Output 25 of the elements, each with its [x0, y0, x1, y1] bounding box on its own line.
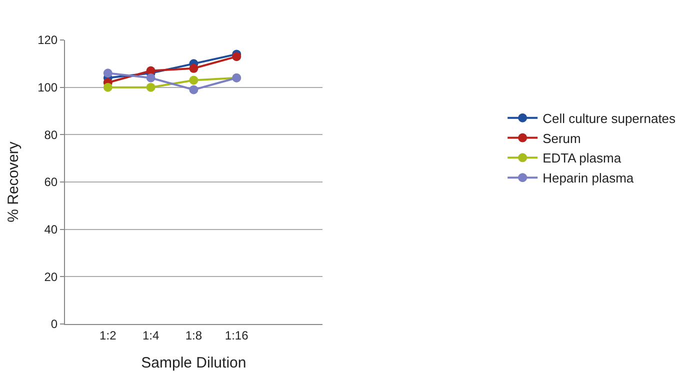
x-tick-label: 1:8: [185, 328, 202, 342]
x-tick-label: 1:16: [224, 328, 249, 342]
point: [232, 52, 242, 62]
point: [146, 82, 156, 92]
y-tick-label: 80: [44, 128, 58, 142]
y-tick-label: 100: [38, 80, 58, 95]
point: [103, 82, 112, 92]
x-tick-label: 1:2: [100, 328, 117, 342]
legend-label: Cell culture supernates: [542, 110, 676, 126]
point: [146, 73, 156, 82]
y-tick-label: 60: [44, 175, 58, 190]
point: [103, 68, 112, 78]
x-axis-title: Sample Dilution: [141, 354, 246, 372]
y-axis-title: % Recovery: [4, 141, 22, 222]
point: [189, 64, 198, 73]
y-tick-label: 20: [44, 270, 58, 284]
y-tick-label: 40: [44, 222, 58, 237]
legend-label: Heparin plasma: [542, 170, 634, 186]
y-tick-label: 0: [50, 317, 58, 332]
point: [189, 76, 198, 85]
point: [189, 85, 198, 94]
legend-label: EDTA plasma: [542, 150, 622, 166]
y-tick-label: 120: [38, 33, 58, 48]
x-tick-label: 1:4: [142, 328, 160, 342]
legend-label: Serum: [542, 130, 581, 146]
